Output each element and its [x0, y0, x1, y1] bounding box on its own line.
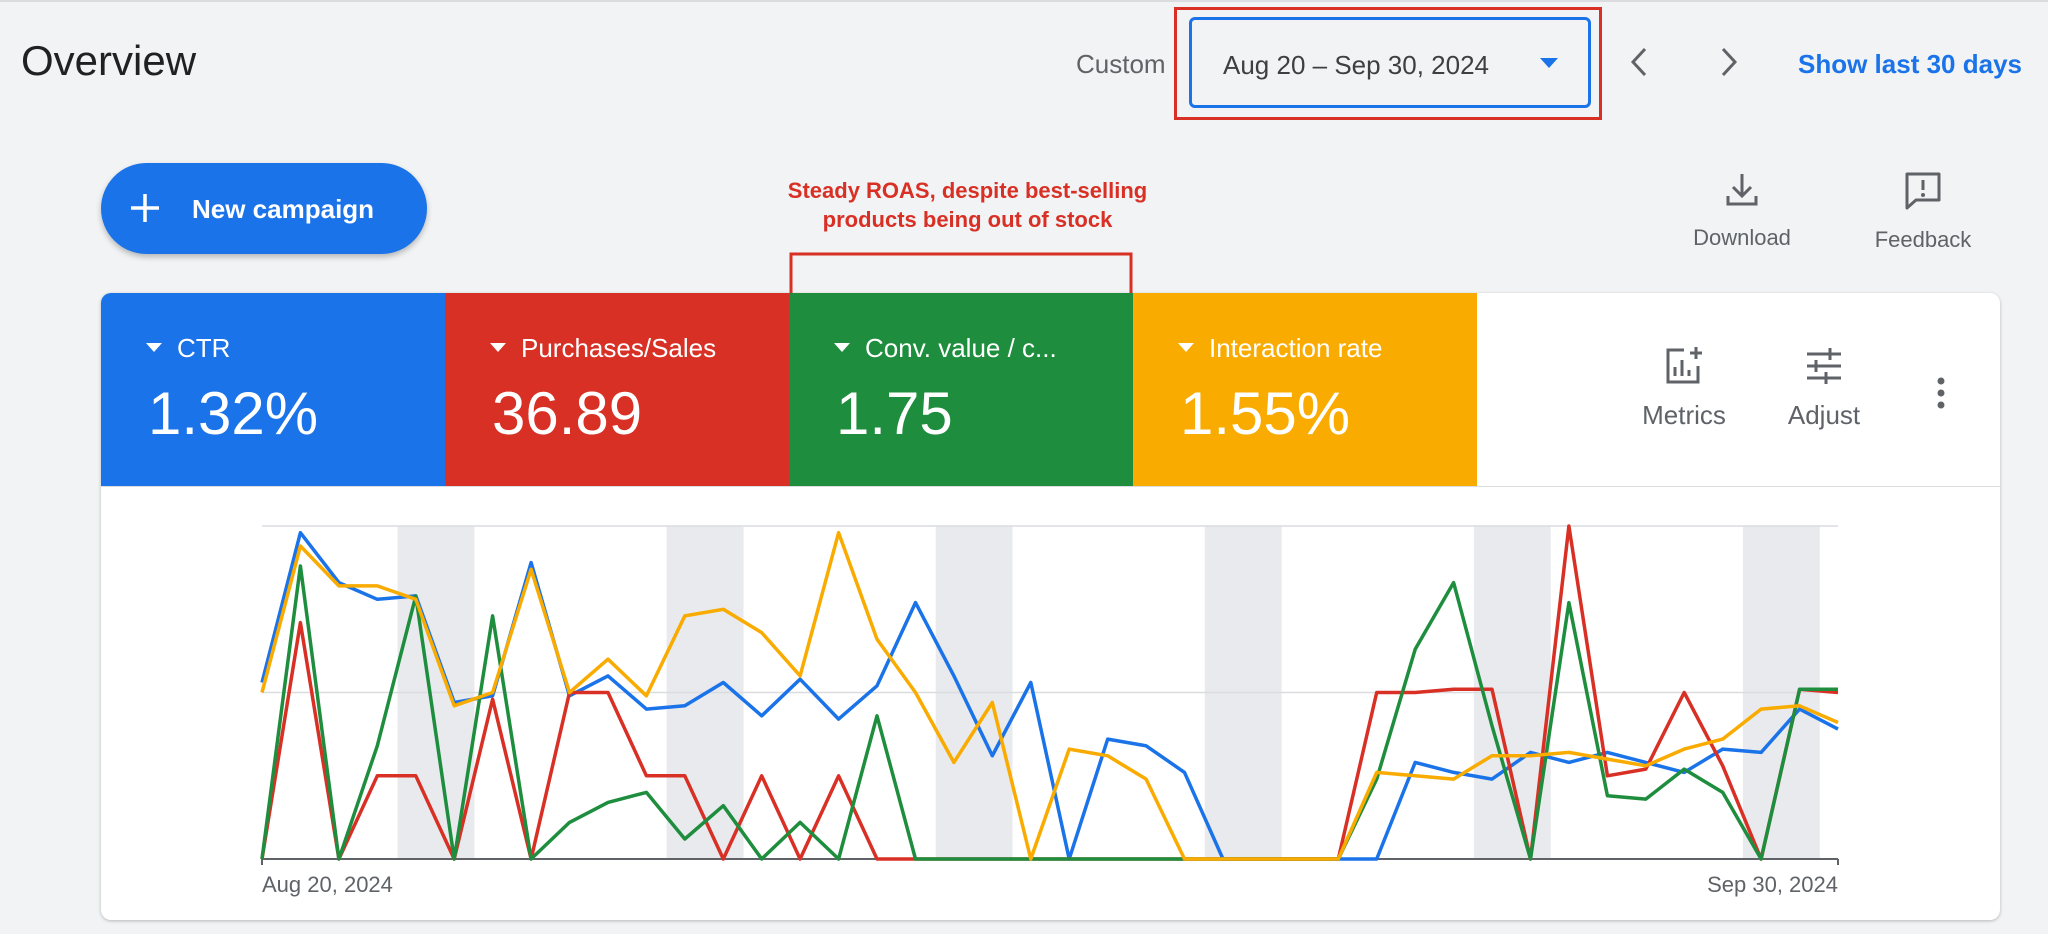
more-options-button[interactable] — [1931, 373, 1951, 413]
annotation-line-2: products being out of stock — [822, 207, 1113, 232]
scorecard-value: 1.55% — [1180, 380, 1351, 447]
date-range-value: Aug 20 – Sep 30, 2024 — [1223, 50, 1490, 80]
more-vert-icon — [1937, 377, 1945, 409]
date-mode-label: Custom — [1076, 49, 1166, 79]
download-label: Download — [1693, 225, 1791, 250]
annotation-line-1: Steady ROAS, despite best-selling — [787, 178, 1148, 203]
new-campaign-button[interactable]: New campaign — [101, 163, 427, 254]
download-icon — [1726, 174, 1758, 206]
series-line-conv-value-cost — [260, 564, 1838, 861]
scorecard-purchases-sales[interactable]: Purchases/Sales 36.89 — [445, 293, 789, 486]
annotation-highlight-box — [1174, 7, 1602, 120]
scorecard-label: Interaction rate — [1209, 333, 1383, 363]
new-campaign-label: New campaign — [192, 194, 375, 224]
tune-icon — [1807, 348, 1841, 384]
scorecard-label: Purchases/Sales — [521, 333, 717, 363]
scorecard-label: Conv. value / c... — [865, 333, 1057, 363]
top-divider — [0, 0, 2048, 2]
plus-icon — [131, 194, 159, 222]
x-axis-start-label: Aug 20, 2024 — [262, 872, 393, 897]
caret-down-icon — [146, 343, 162, 352]
page-title: Overview — [21, 37, 197, 84]
annotation-callout: Steady ROAS, despite best-selling produc… — [740, 176, 1195, 234]
adjust-button[interactable]: Adjust — [1769, 345, 1879, 431]
chevron-left-icon — [1630, 47, 1647, 77]
caret-down-icon — [834, 343, 850, 352]
feedback-button[interactable]: Feedback — [1858, 170, 1988, 253]
series-line-interaction-rate — [260, 530, 1839, 861]
caret-down-icon — [490, 343, 506, 352]
performance-line-chart: Aug 20, 2024 Sep 30, 2024 — [260, 524, 1839, 897]
scorecard-interaction-rate[interactable]: Interaction rate 1.55% — [1133, 293, 1477, 486]
metrics-button[interactable]: Metrics — [1629, 345, 1739, 431]
performance-panel: CTR 1.32% Purchases/Sales 36.89 Conv. va… — [101, 293, 2000, 920]
add-chart-icon — [1666, 347, 1702, 384]
metrics-label: Metrics — [1642, 400, 1726, 430]
download-button[interactable]: Download — [1677, 170, 1807, 251]
caret-down-icon — [1178, 343, 1194, 352]
scorecard-conv-value-cost[interactable]: Conv. value / c... 1.75 — [789, 293, 1133, 486]
feedback-label: Feedback — [1874, 227, 1972, 252]
scorecard-label: CTR — [177, 333, 231, 363]
scorecard-value: 1.32% — [148, 380, 319, 447]
show-last-30-days-link[interactable]: Show last 30 days — [1798, 49, 2022, 79]
chart-divider — [101, 486, 2000, 487]
chevron-right-icon — [1721, 47, 1738, 77]
series-line-ctr — [260, 530, 1839, 861]
x-axis-end-label: Sep 30, 2024 — [1707, 872, 1838, 897]
caret-down-icon — [1540, 58, 1558, 68]
scorecard-ctr[interactable]: CTR 1.32% — [101, 293, 445, 486]
scorecard-value: 36.89 — [492, 380, 643, 447]
feedback-icon — [1905, 172, 1941, 210]
scorecard-value: 1.75 — [836, 380, 953, 447]
previous-period-button[interactable] — [1624, 44, 1654, 80]
date-range-dropdown[interactable]: Aug 20 – Sep 30, 2024 — [1189, 17, 1591, 108]
next-period-button[interactable] — [1714, 44, 1744, 80]
adjust-label: Adjust — [1787, 400, 1861, 430]
